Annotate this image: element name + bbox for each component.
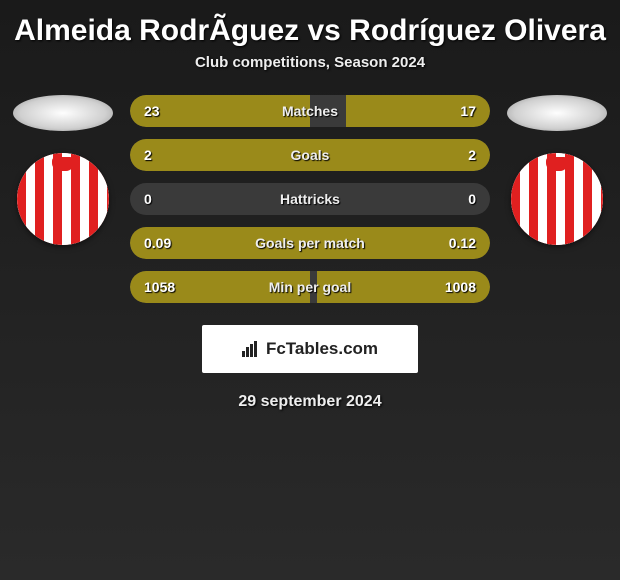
stat-value-right: 17 xyxy=(460,103,476,119)
stat-row-hattricks: 0 Hattricks 0 xyxy=(130,183,490,215)
player-right-avatar xyxy=(507,95,607,131)
stat-label: Goals xyxy=(291,147,330,163)
comparison-container: 23 Matches 17 2 Goals 2 0 Hattricks 0 0.… xyxy=(0,95,620,303)
footer-date: 29 september 2024 xyxy=(0,393,620,411)
player-right-column xyxy=(502,95,612,245)
stat-bar-left xyxy=(130,139,310,171)
stat-label: Hattricks xyxy=(280,191,340,207)
stat-value-left: 2 xyxy=(144,147,152,163)
stat-value-right: 0.12 xyxy=(449,235,476,251)
stat-row-matches: 23 Matches 17 xyxy=(130,95,490,127)
stat-label: Matches xyxy=(282,103,338,119)
stat-value-right: 1008 xyxy=(445,279,476,295)
stat-value-left: 1058 xyxy=(144,279,175,295)
stat-label: Goals per match xyxy=(255,235,365,251)
brand-text: FcTables.com xyxy=(266,339,378,359)
stat-row-goals: 2 Goals 2 xyxy=(130,139,490,171)
player-right-club-badge xyxy=(511,153,603,245)
stat-value-left: 23 xyxy=(144,103,160,119)
player-left-club-badge xyxy=(17,153,109,245)
bar-chart-icon xyxy=(242,341,260,357)
subtitle: Club competitions, Season 2024 xyxy=(0,54,620,71)
stat-value-left: 0.09 xyxy=(144,235,171,251)
stats-list: 23 Matches 17 2 Goals 2 0 Hattricks 0 0.… xyxy=(130,95,490,303)
brand-logo[interactable]: FcTables.com xyxy=(202,325,418,373)
stat-row-min-per-goal: 1058 Min per goal 1008 xyxy=(130,271,490,303)
stat-label: Min per goal xyxy=(269,279,351,295)
stat-value-left: 0 xyxy=(144,191,152,207)
stat-row-goals-per-match: 0.09 Goals per match 0.12 xyxy=(130,227,490,259)
stat-value-right: 0 xyxy=(468,191,476,207)
stat-value-right: 2 xyxy=(468,147,476,163)
player-left-column xyxy=(8,95,118,245)
page-title: Almeida RodrÃ­guez vs Rodríguez Olivera xyxy=(0,0,620,54)
stat-bar-right xyxy=(310,139,490,171)
player-left-avatar xyxy=(13,95,113,131)
